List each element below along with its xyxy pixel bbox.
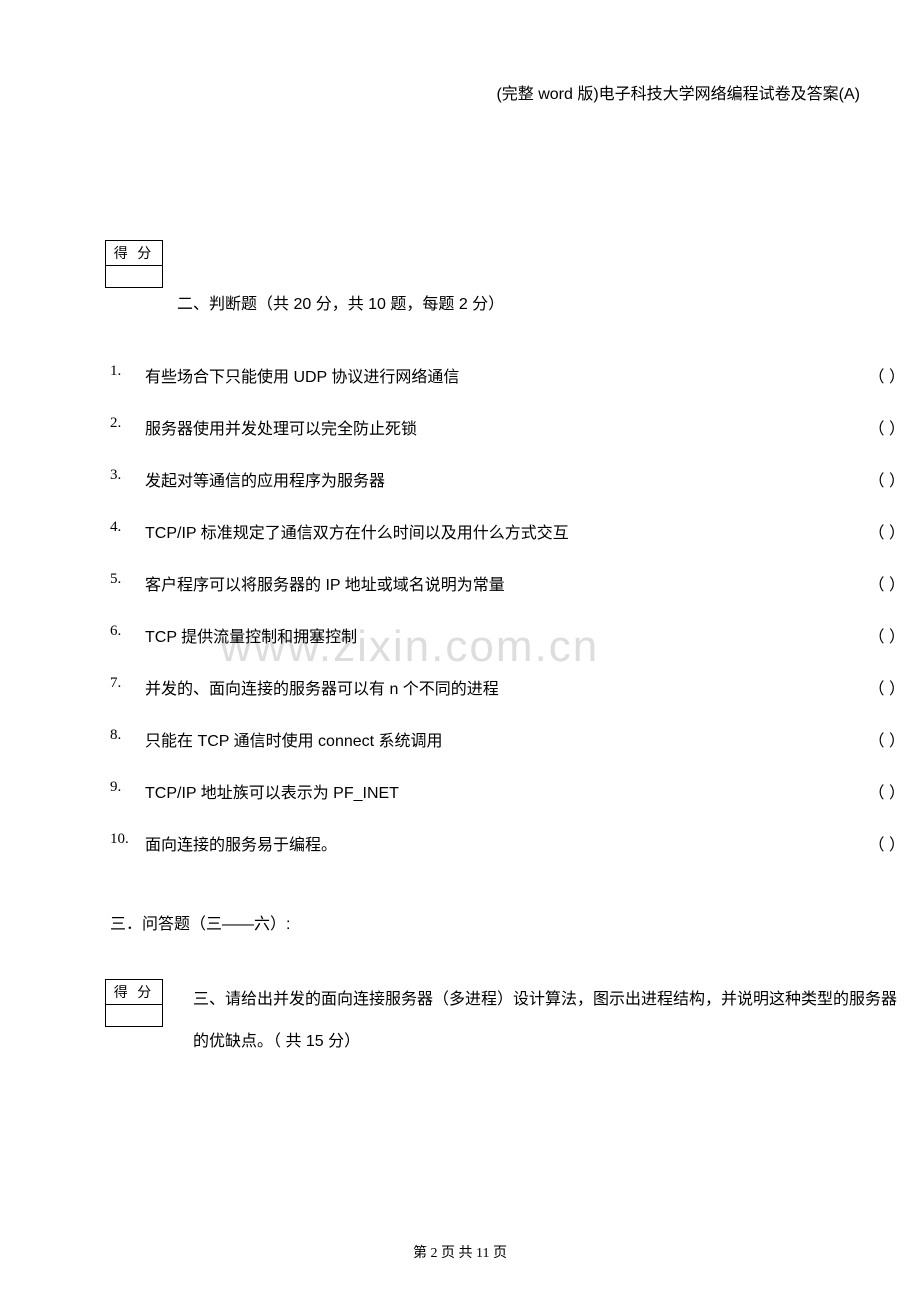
question-row: 8. 只能在 TCP 通信时使用 connect 系统调用 （ ） <box>110 727 905 751</box>
question-answer-paren: （ ） <box>855 363 905 387</box>
question-text: 只能在 TCP 通信时使用 connect 系统调用 <box>145 727 855 751</box>
question-number: 5. <box>110 571 145 595</box>
question-row: 4. TCP/IP 标准规定了通信双方在什么时间以及用什么方式交互 （ ） <box>110 519 905 543</box>
question-row: 9. TCP/IP 地址族可以表示为 PF_INET （ ） <box>110 779 905 803</box>
score-box: 得 分 <box>105 979 163 1027</box>
question-row: 3. 发起对等通信的应用程序为服务器 （ ） <box>110 467 905 491</box>
question-number: 8. <box>110 727 145 751</box>
question-row: 6. TCP 提供流量控制和拥塞控制 （ ） <box>110 623 905 647</box>
question-row: 10. 面向连接的服务易于编程。 （ ） <box>110 831 905 855</box>
question-answer-paren: （ ） <box>855 831 905 855</box>
question-text: 面向连接的服务易于编程。 <box>145 831 855 855</box>
question-row: 1. 有些场合下只能使用 UDP 协议进行网络通信 （ ） <box>110 363 905 387</box>
score-box-empty <box>106 266 162 291</box>
score-box-empty <box>106 1005 162 1030</box>
question-answer-paren: （ ） <box>855 519 905 543</box>
question-row: 2. 服务器使用并发处理可以完全防止死锁 （ ） <box>110 415 905 439</box>
question-answer-paren: （ ） <box>855 467 905 491</box>
question-text: 并发的、面向连接的服务器可以有 n 个不同的进程 <box>145 675 855 699</box>
score-box-label: 得 分 <box>106 241 162 266</box>
question-number: 7. <box>110 675 145 699</box>
score-box-label: 得 分 <box>106 980 162 1005</box>
section2-header: 得 分 二、判断题（共 20 分，共 10 题，每题 2 分） <box>105 240 905 288</box>
questions-list: 1. 有些场合下只能使用 UDP 协议进行网络通信 （ ） 2. 服务器使用并发… <box>110 363 905 855</box>
page-footer: 第 2 页 共 11 页 <box>0 1242 920 1262</box>
section2-title: 二、判断题（共 20 分，共 10 题，每题 2 分） <box>177 290 504 314</box>
question-text: 客户程序可以将服务器的 IP 地址或域名说明为常量 <box>145 571 855 595</box>
question-answer-paren: （ ） <box>855 727 905 751</box>
question-text: TCP/IP 标准规定了通信双方在什么时间以及用什么方式交互 <box>145 519 855 543</box>
question-text: 有些场合下只能使用 UDP 协议进行网络通信 <box>145 363 855 387</box>
question-number: 6. <box>110 623 145 647</box>
question-text: TCP/IP 地址族可以表示为 PF_INET <box>145 779 855 803</box>
question-answer-paren: （ ） <box>855 415 905 439</box>
question-number: 2. <box>110 415 145 439</box>
question-answer-paren: （ ） <box>855 623 905 647</box>
question-number: 1. <box>110 363 145 387</box>
score-box: 得 分 <box>105 240 163 288</box>
question-text: 服务器使用并发处理可以完全防止死锁 <box>145 415 855 439</box>
question-row: 5. 客户程序可以将服务器的 IP 地址或域名说明为常量 （ ） <box>110 571 905 595</box>
section3-block: 得 分 三、请给出并发的面向连接服务器（多进程）设计算法，图示出进程结构，并说明… <box>105 979 905 1062</box>
page-header-title: (完整 word 版)电子科技大学网络编程试卷及答案(A) <box>496 80 860 104</box>
question-answer-paren: （ ） <box>855 571 905 595</box>
question-text: 发起对等通信的应用程序为服务器 <box>145 467 855 491</box>
section3-heading: 三．问答题（三——六）: <box>110 910 905 934</box>
question-row: 7. 并发的、面向连接的服务器可以有 n 个不同的进程 （ ） <box>110 675 905 699</box>
question-number: 9. <box>110 779 145 803</box>
question-answer-paren: （ ） <box>855 675 905 699</box>
section3-title: 三、请给出并发的面向连接服务器（多进程）设计算法，图示出进程结构，并说明这种类型… <box>193 979 905 1062</box>
question-text: TCP 提供流量控制和拥塞控制 <box>145 623 855 647</box>
question-number: 10. <box>110 831 145 855</box>
question-number: 4. <box>110 519 145 543</box>
question-number: 3. <box>110 467 145 491</box>
question-answer-paren: （ ） <box>855 779 905 803</box>
